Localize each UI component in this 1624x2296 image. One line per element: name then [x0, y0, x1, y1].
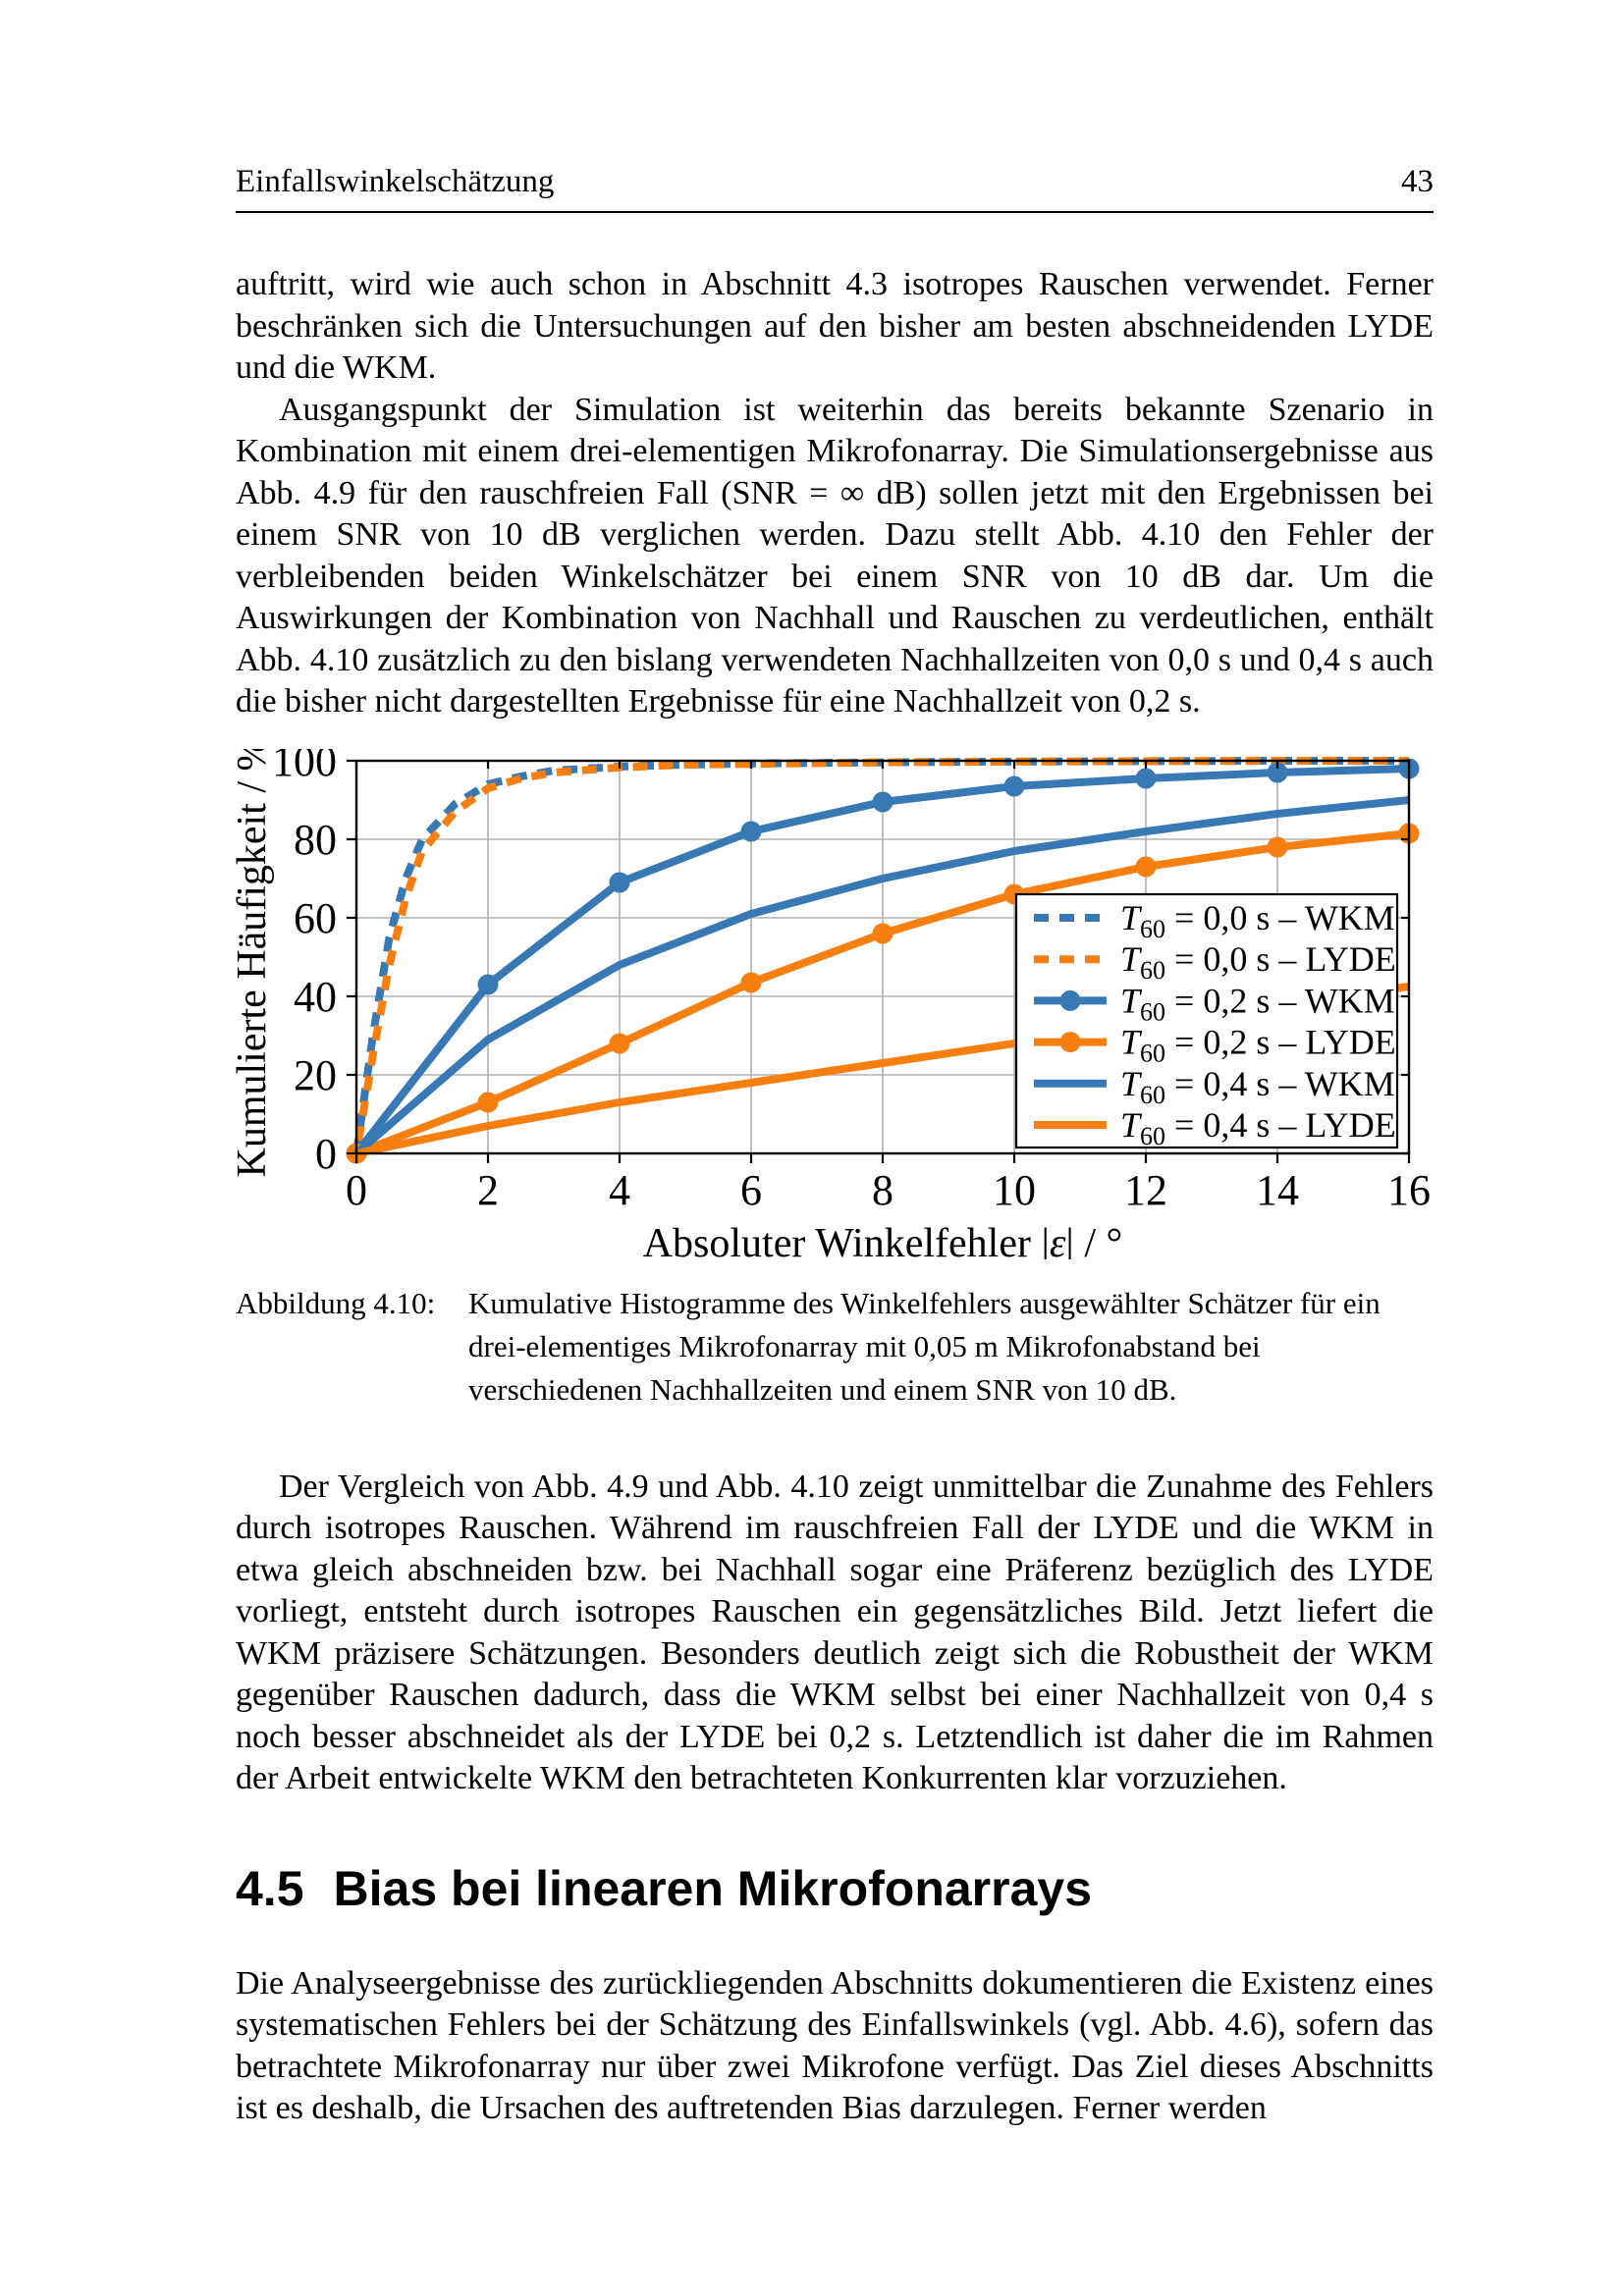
paragraph-4: Die Analyseergebnisse des zurückliegende… [236, 1964, 1434, 2127]
series-marker-3 [1267, 836, 1288, 857]
figure-caption-label: Abbildung 4.10: [236, 1285, 436, 1320]
series-marker-2 [740, 821, 762, 841]
legend-label-1: T60 = 0,0 s – LYDE [1120, 939, 1396, 985]
y-axis-title: Kumulierte Häufigkeit / % [236, 749, 275, 1178]
paragraph-2: Ausgangspunkt der Simulation ist weiterh… [236, 391, 1434, 721]
header-rule [236, 211, 1434, 213]
series-marker-3 [1135, 856, 1157, 877]
tick-label-y: 40 [294, 973, 337, 1021]
series-marker-2 [1135, 768, 1157, 788]
tick-label-x: 10 [993, 1166, 1036, 1214]
legend-label-2: T60 = 0,2 s – WKM [1120, 981, 1395, 1026]
section-title: Bias bei linearen Mikrofonarrays [333, 1860, 1093, 1916]
tick-label-x: 2 [477, 1166, 499, 1214]
tick-label-y: 60 [294, 894, 337, 942]
series-line-4 [353, 795, 1410, 1156]
tick-label-x: 4 [609, 1166, 630, 1214]
x-axis-title: Absoluter Winkelfehler |ε| / ° [643, 1221, 1123, 1259]
legend-label-4: T60 = 0,4 s – WKM [1120, 1063, 1395, 1108]
series-marker-2 [872, 791, 893, 812]
series-marker-3 [609, 1033, 630, 1053]
series-marker-2 [477, 974, 499, 994]
legend-sample-marker-2 [1059, 989, 1081, 1011]
legend-sample-marker-3 [1059, 1031, 1081, 1052]
legend-box [1014, 892, 1399, 1148]
cumulative-histogram-chart: 0 2 4 6 8 10 12 14 16 0 20 40 60 80 100 Absoluter Winke… [230, 736, 1431, 1266]
section-heading: 4.5 Bias bei linearen Mikrofonarrays [236, 1861, 1434, 1916]
paragraph-1: auftritt, wird wie auch schon in Abschni… [236, 266, 1434, 386]
running-title: Einfallswinkelschätzung [236, 164, 555, 199]
series-marker-2 [1003, 775, 1025, 796]
series-marker-3 [740, 972, 762, 992]
figure-4-10: 0 2 4 6 8 10 12 14 16 0 20 40 60 80 100 Absoluter Winke… [230, 736, 1434, 1412]
tick-label-x: 6 [740, 1166, 762, 1214]
legend-label-5: T60 = 0,4 s – LYDE [1120, 1105, 1396, 1150]
tick-label-y: 20 [294, 1051, 337, 1099]
figure-caption: Abbildung 4.10: Kumulative Histogramme d… [236, 1282, 1434, 1412]
legend-label-0: T60 = 0,0 s – WKM [1120, 898, 1395, 943]
series-marker-3 [872, 923, 893, 943]
series-marker-2 [609, 872, 630, 892]
tick-label-x: 16 [1387, 1166, 1431, 1214]
paragraph-3: Der Vergleich von Abb. 4.9 und Abb. 4.10… [236, 1468, 1434, 1797]
tick-label-x: 0 [346, 1166, 367, 1214]
tick-label-x: 12 [1124, 1166, 1167, 1214]
figure-caption-text: Kumulative Histogramme des Winkelfehlers… [468, 1285, 1380, 1407]
tick-label-y: 0 [315, 1130, 337, 1178]
page-header: Einfallswinkelschätzung 43 [236, 162, 1434, 201]
page-number: 43 [1401, 164, 1434, 199]
tick-label-y: 80 [294, 816, 337, 864]
tick-label-x: 14 [1256, 1166, 1299, 1214]
tick-label-y: 100 [272, 749, 337, 785]
legend-label-3: T60 = 0,2 s – LYDE [1120, 1022, 1396, 1067]
section-number: 4.5 [236, 1860, 304, 1916]
series-marker-3 [477, 1092, 499, 1112]
series-marker-2 [1267, 762, 1288, 782]
tick-label-x: 8 [872, 1166, 893, 1214]
